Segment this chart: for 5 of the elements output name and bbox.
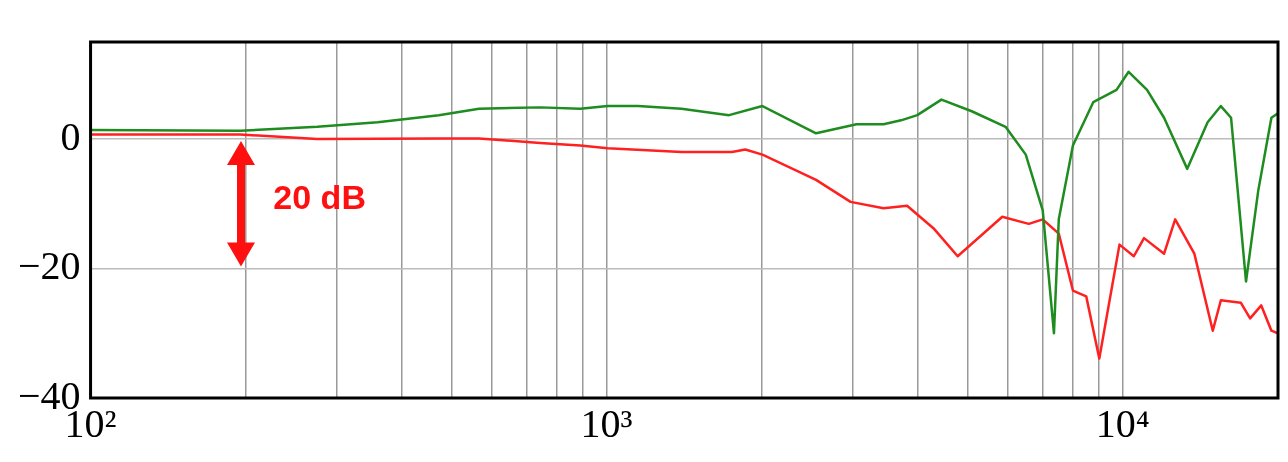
x-tick-label: 10³ — [580, 400, 633, 446]
y-tick-label: 0 — [60, 113, 81, 159]
annotation: 20 dB — [273, 177, 366, 217]
x-tick-label: 10⁴ — [1095, 400, 1150, 446]
y-tick-label: −20 — [18, 243, 81, 289]
